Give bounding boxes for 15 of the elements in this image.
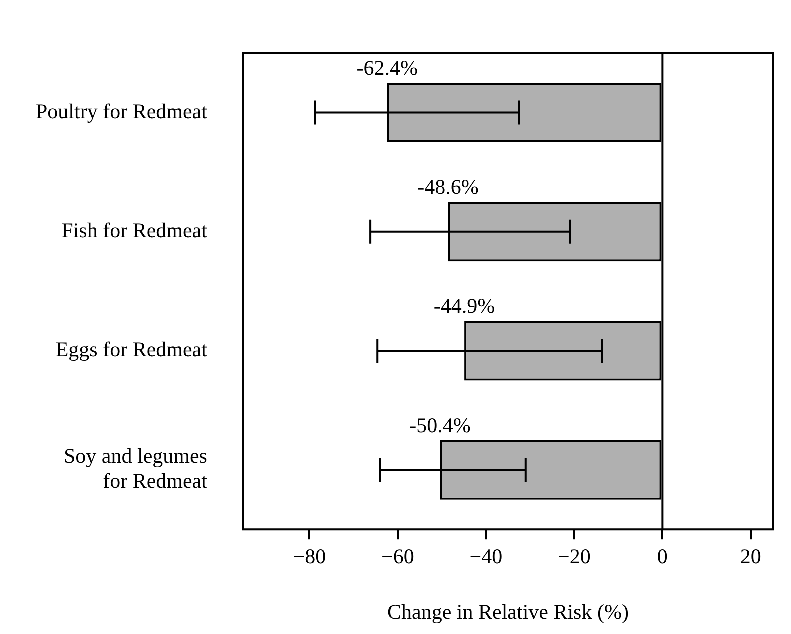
y-tick-label: Fish for Redmeat — [62, 218, 208, 242]
x-axis-title: Change in Relative Risk (%) — [388, 600, 629, 624]
x-tick-label: 20 — [740, 544, 762, 569]
data-label: -44.9% — [434, 294, 496, 318]
data-label: -62.4% — [356, 56, 418, 80]
x-tick-label: −40 — [470, 544, 503, 569]
x-tick-label: 0 — [657, 544, 668, 569]
x-tick-label: −80 — [293, 544, 326, 569]
data-label: -50.4% — [410, 413, 471, 438]
y-tick-label: Poultry for Redmeat — [36, 99, 208, 124]
y-tick-label: Eggs for Redmeat — [56, 337, 208, 362]
data-label: -48.6% — [418, 175, 479, 200]
x-tick-label: −60 — [381, 544, 414, 569]
x-tick-label: −20 — [558, 544, 591, 569]
y-tick-label: Soy and legumes for Redmeat — [64, 444, 208, 494]
